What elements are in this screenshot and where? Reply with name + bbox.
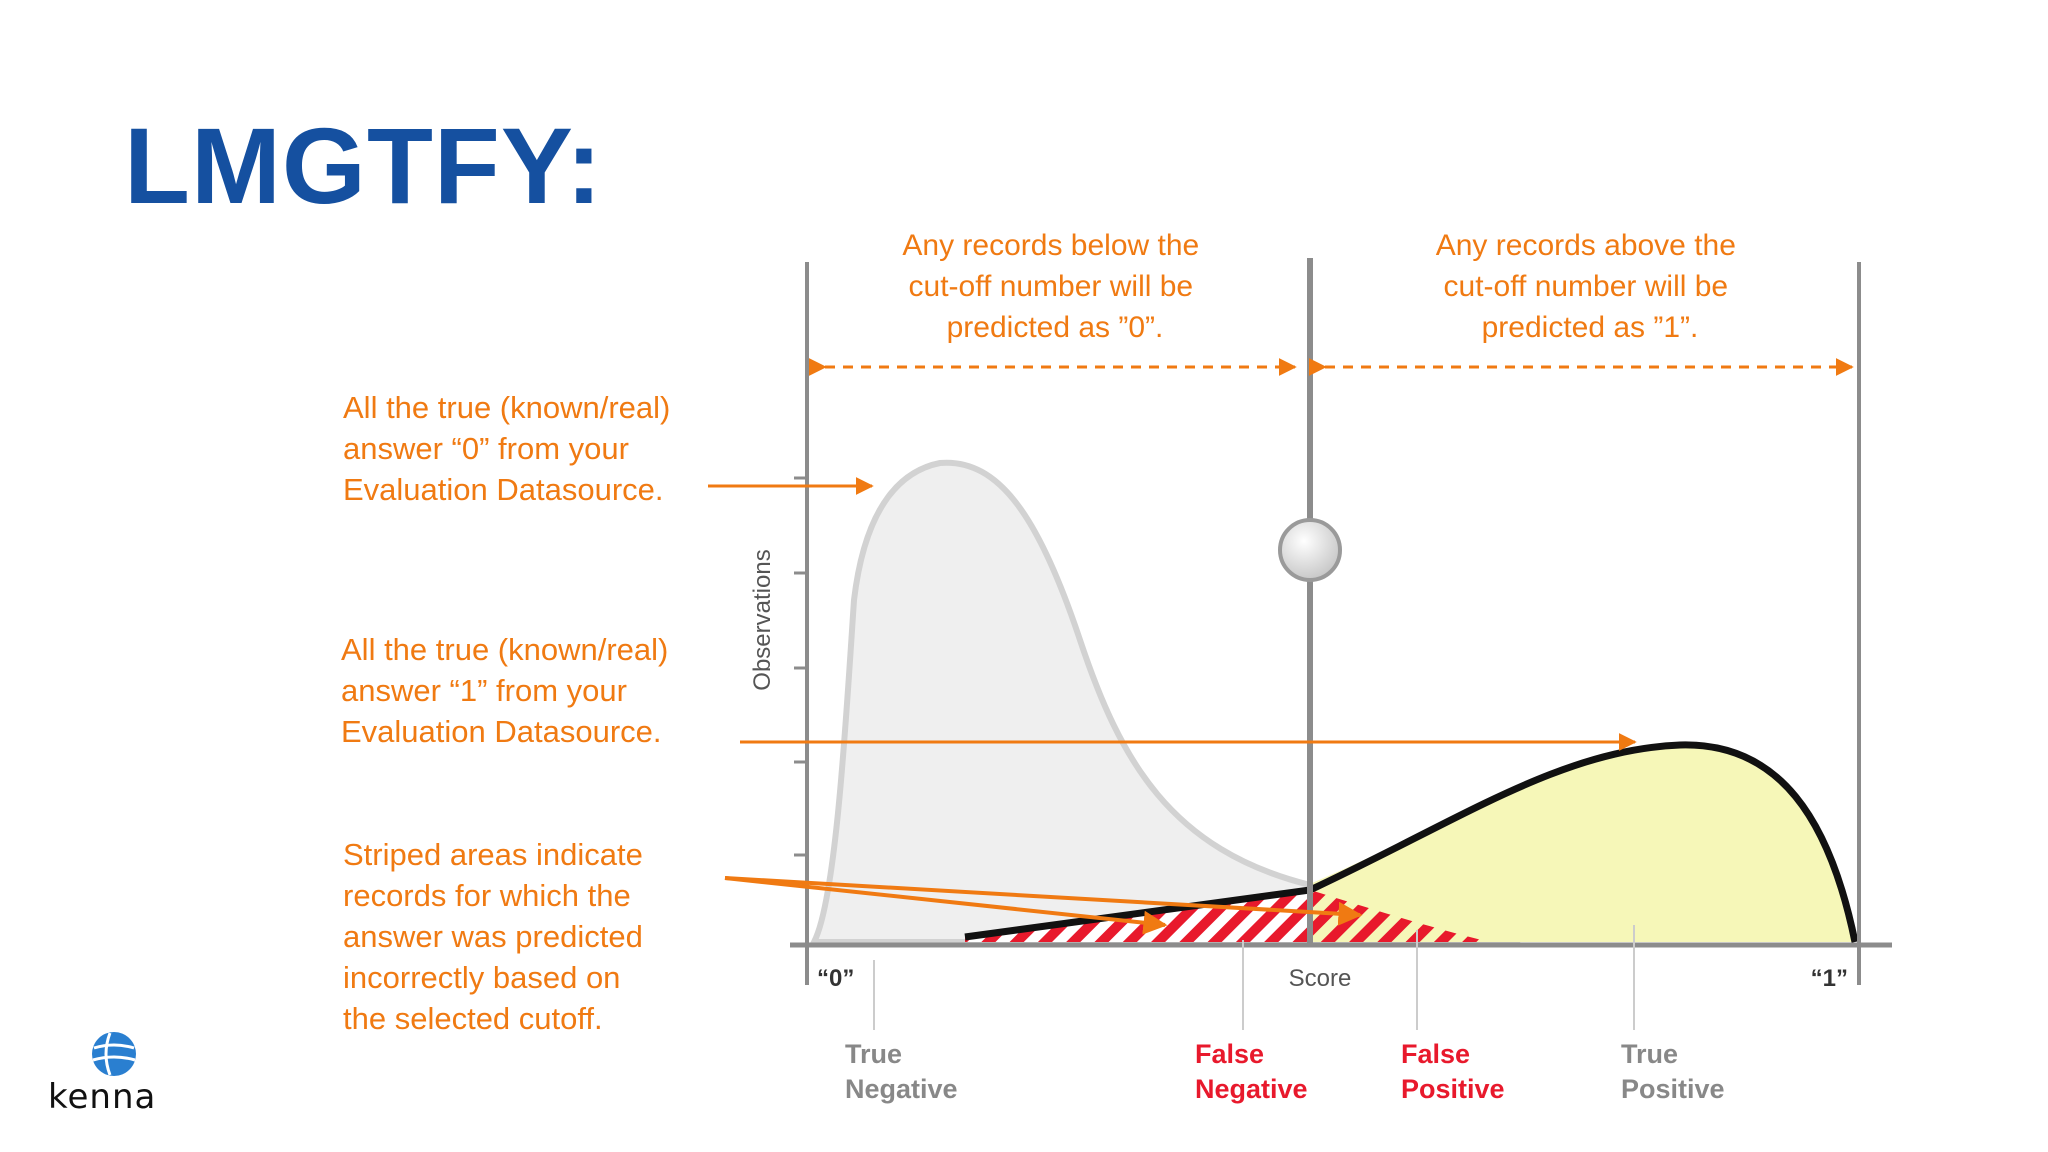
- true-one-note: All the true (known/real) answer “1” fro…: [341, 632, 677, 749]
- x-axis-label: Score: [1289, 965, 1352, 992]
- x-axis-max-label: “1”: [1811, 965, 1848, 992]
- cutoff-slider-knob[interactable]: [1278, 518, 1342, 582]
- true-negative-label: True Negative: [845, 1039, 958, 1104]
- true-one-curve: [964, 741, 1859, 943]
- below-cutoff-note: Any records below the cut-off number wil…: [902, 229, 1207, 344]
- striped-areas-note: Striped areas indicate records for which…: [343, 837, 651, 1036]
- striped-pointer-arrow-b: [724, 876, 1363, 926]
- true-positive-label: True Positive: [1621, 1039, 1725, 1104]
- kenna-logo: kenna: [48, 1032, 156, 1117]
- true-one-distribution: [1310, 744, 1855, 942]
- y-axis-label: Observations: [749, 549, 776, 690]
- logo-wordmark: kenna: [48, 1077, 156, 1117]
- true-zero-note: All the true (known/real) answer “0” fro…: [343, 390, 679, 507]
- striped-pointer-arrow-a: [724, 876, 1168, 935]
- false-positive-region: [1310, 890, 1490, 942]
- slide-title: LMGTFY:: [124, 105, 603, 226]
- false-negative-label: False Negative: [1195, 1039, 1308, 1104]
- x-axis-min-label: “0”: [817, 965, 854, 992]
- globe-icon: [92, 1032, 136, 1076]
- false-positive-label: False Positive: [1401, 1039, 1505, 1104]
- above-cutoff-note: Any records above the cut-off number wil…: [1436, 229, 1745, 344]
